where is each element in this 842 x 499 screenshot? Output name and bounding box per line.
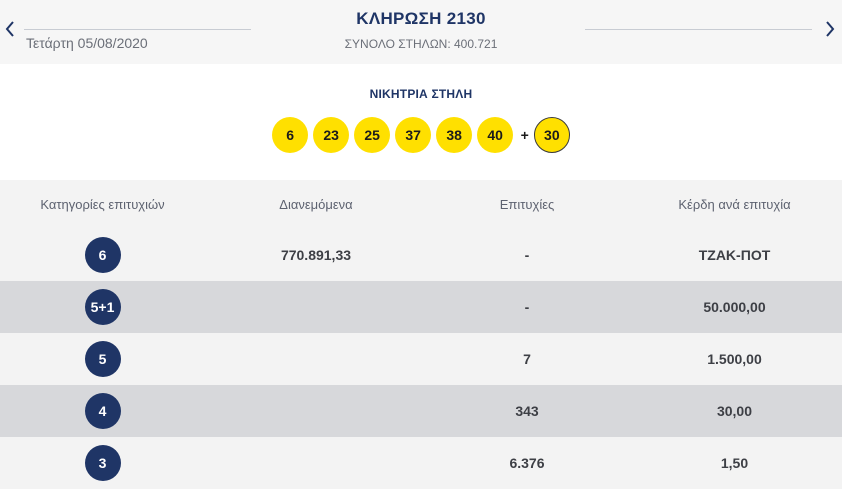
- category-badge: 6: [84, 237, 121, 273]
- draw-header: Τετάρτη 05/08/2020 ΚΛΗΡΩΣΗ 2130 ΣΥΝΟΛΟ Σ…: [0, 0, 842, 64]
- winners-count: -: [524, 299, 530, 315]
- prize-per-winner: 50.000,00: [703, 299, 766, 315]
- header-divider-left: [24, 29, 251, 30]
- distributed-amount: 770.891,33: [280, 247, 352, 263]
- winning-number-ball: 25: [354, 117, 391, 153]
- table-row: 5 7 1.500,00: [0, 333, 842, 385]
- plus-sign: +: [520, 127, 529, 143]
- winners-count: 6.376: [509, 455, 545, 471]
- winning-numbers: 6 23 25 37 38 40 + 30: [0, 117, 842, 153]
- next-draw-button[interactable]: [820, 14, 840, 44]
- total-columns: ΣΥΝΟΛΟ ΣΤΗΛΩΝ: 400.721: [344, 37, 498, 51]
- results-table-body: 6 770.891,33 - ΤΖΑΚ-ΠΟΤ 5+1 - 50.000,00 …: [0, 229, 842, 489]
- winning-number-ball: 40: [477, 117, 514, 153]
- previous-draw-button[interactable]: [0, 14, 20, 44]
- header-divider-right: [585, 29, 812, 30]
- winning-number-ball: 38: [436, 117, 473, 153]
- winners-count: 7: [523, 351, 531, 367]
- category-badge: 4: [84, 393, 121, 429]
- category-badge: 3: [84, 445, 121, 481]
- prize-per-winner: ΤΖΑΚ-ΠΟΤ: [698, 247, 771, 263]
- category-badge: 5: [84, 341, 121, 377]
- table-row: 5+1 - 50.000,00: [0, 281, 842, 333]
- header-winners: Επιτυχίες: [499, 197, 555, 212]
- prize-per-winner: 1.500,00: [707, 351, 762, 367]
- category-badge: 5+1: [84, 289, 121, 325]
- prize-per-winner: 1,50: [720, 455, 749, 471]
- chevron-right-icon: [826, 21, 835, 37]
- winning-number-ball: 37: [395, 117, 432, 153]
- winning-number-ball: 6: [272, 117, 309, 153]
- table-row: 6 770.891,33 - ΤΖΑΚ-ΠΟΤ: [0, 229, 842, 281]
- table-row: 4 343 30,00: [0, 385, 842, 437]
- winning-column-label: ΝΙΚΗΤΡΙΑ ΣΤΗΛΗ: [369, 87, 473, 101]
- prize-per-winner: 30,00: [716, 403, 753, 419]
- winners-count: 343: [515, 403, 539, 419]
- table-row: 3 6.376 1,50: [0, 437, 842, 489]
- draw-date: Τετάρτη 05/08/2020: [26, 35, 148, 51]
- winning-number-ball: 23: [313, 117, 350, 153]
- results-table-header: Κατηγορίες επιτυχιών Διανεμόμενα Επιτυχί…: [0, 180, 842, 229]
- winners-count: -: [524, 247, 530, 263]
- header-categories: Κατηγορίες επιτυχιών: [40, 197, 165, 212]
- draw-title: ΚΛΗΡΩΣΗ 2130: [356, 9, 486, 28]
- joker-number-ball: 30: [533, 117, 570, 153]
- chevron-left-icon: [5, 21, 14, 37]
- header-distributed: Διανεμόμενα: [279, 197, 353, 212]
- header-prize-per-winner: Κέρδη ανά επιτυχία: [678, 197, 791, 212]
